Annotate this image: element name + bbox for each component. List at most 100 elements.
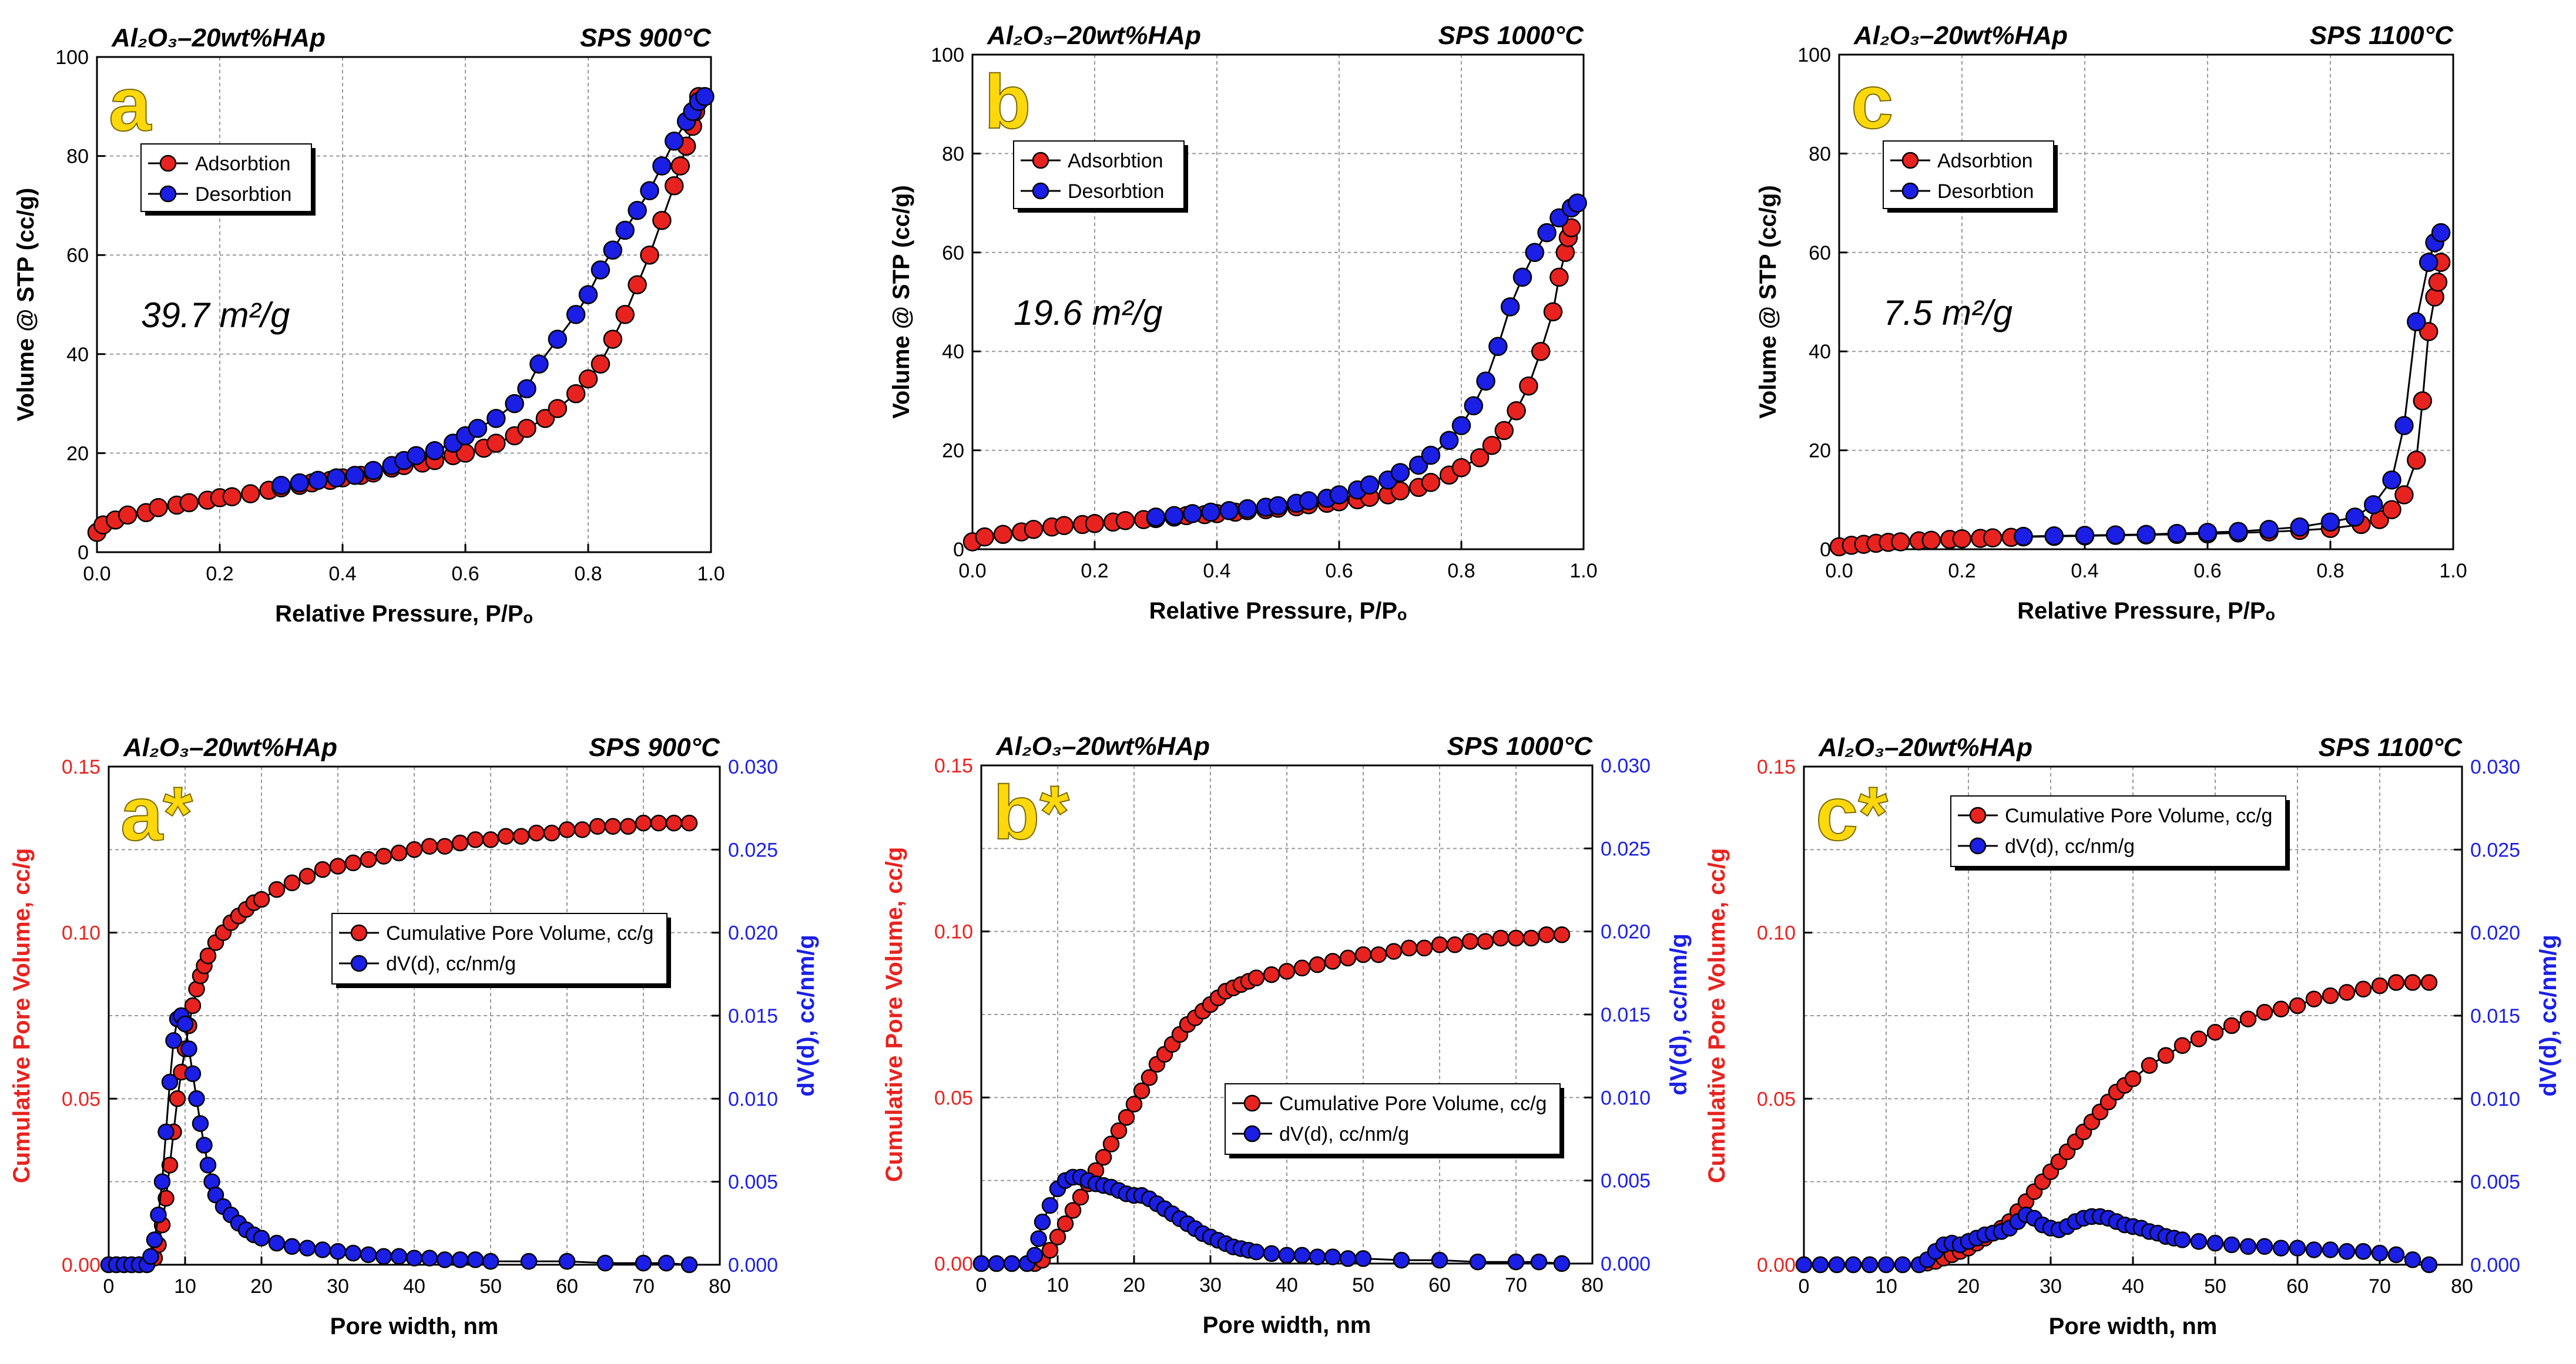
- x-tick-label: 70: [1505, 1274, 1527, 1296]
- y-tick-label: 0.10: [62, 922, 100, 945]
- data-point: [2345, 508, 2365, 527]
- panel-letter: a*: [120, 771, 193, 856]
- data-point: [1324, 953, 1341, 970]
- data-point: [543, 824, 561, 842]
- data-point: [1952, 529, 1972, 549]
- y-tick-label: 60: [942, 242, 964, 264]
- data-point: [1024, 520, 1044, 539]
- data-point: [405, 1249, 423, 1266]
- data-point: [184, 997, 202, 1014]
- x-tick-label: 0: [103, 1275, 115, 1298]
- data-point: [1877, 1256, 1895, 1274]
- y2-tick-label: 0.020: [728, 922, 778, 945]
- y-tick-label: 40: [1809, 341, 1831, 363]
- data-point: [1464, 396, 1484, 416]
- y2-tick-label: 0.030: [2470, 756, 2520, 778]
- y-tick-label: 0.15: [62, 756, 100, 778]
- data-point: [298, 868, 316, 885]
- data-point: [1146, 508, 1166, 527]
- data-point: [451, 834, 469, 852]
- y-axis-title: Volume @ STP (cc/g): [1755, 185, 1781, 419]
- data-point: [407, 446, 426, 465]
- legend-entry: Desorbtion: [195, 183, 291, 206]
- data-point: [1072, 1188, 1089, 1206]
- data-point: [1339, 1250, 1357, 1267]
- data-point: [1421, 473, 1441, 492]
- data-point: [573, 821, 591, 838]
- data-point: [268, 881, 286, 898]
- x-axis-title: Pore width, nm: [330, 1313, 499, 1339]
- y-tick-label: 0.05: [934, 1087, 973, 1109]
- sample-label: Al₂O₃–20wt%HAp: [995, 732, 1210, 761]
- data-point: [2174, 1037, 2191, 1054]
- data-point: [149, 498, 168, 518]
- y-axis-title: Volume @ STP (cc/g): [888, 185, 914, 419]
- y-tick-label: 20: [942, 440, 964, 462]
- panel-letter: c: [1851, 59, 1893, 145]
- data-point: [1041, 1242, 1059, 1259]
- x-tick-label: 0.4: [2071, 560, 2098, 582]
- data-point: [2420, 974, 2438, 991]
- data-point: [146, 1231, 163, 1248]
- y-tick-label: 0: [78, 542, 89, 564]
- x-tick-label: 30: [327, 1275, 349, 1298]
- data-point: [207, 1187, 224, 1204]
- data-point: [1492, 929, 1510, 947]
- data-point: [1507, 401, 1526, 421]
- legend-entry: Desorbtion: [1068, 180, 1164, 203]
- legend-entry: Cumulative Pore Volume, cc/g: [1279, 1093, 1547, 1115]
- x-tick-label: 0: [976, 1274, 987, 1296]
- data-point: [558, 1253, 576, 1270]
- panel-c: 0.0 0.2 0.4 0.6 0.8 1.0 0 20 40 60 80 100 Relative P…: [1755, 21, 2467, 624]
- data-point: [2305, 1241, 2323, 1258]
- panel-letter: a: [109, 61, 152, 147]
- data-point: [390, 844, 408, 862]
- x-tick-label: 40: [2122, 1275, 2144, 1298]
- data-point: [467, 1251, 484, 1268]
- data-point: [1118, 1109, 1135, 1126]
- data-point: [436, 1251, 454, 1268]
- sample-label: Al₂O₃–20wt%HAp: [123, 733, 337, 762]
- data-point: [2256, 1238, 2273, 1255]
- data-point: [1482, 435, 1502, 455]
- data-point: [628, 201, 647, 220]
- data-point: [468, 419, 488, 438]
- data-point: [390, 1248, 408, 1265]
- data-point: [2394, 416, 2414, 435]
- data-point: [650, 814, 668, 832]
- x-tick-label: 20: [1123, 1274, 1145, 1296]
- data-point: [1133, 1082, 1151, 1100]
- data-point: [2223, 1236, 2240, 1254]
- y2-tick-label: 0.030: [728, 756, 778, 778]
- legend-marker: [1243, 1094, 1261, 1112]
- data-point: [329, 1243, 347, 1260]
- data-point: [487, 409, 506, 428]
- legend-marker: [1901, 152, 1919, 169]
- y2-tick-label: 0.010: [2470, 1088, 2520, 1110]
- surface-area-annotation: 39.7 m²/g: [141, 295, 290, 335]
- data-point: [142, 1248, 159, 1265]
- legend: Adsorbtion Desorbtion: [140, 143, 316, 216]
- sample-label: Al₂O₃–20wt%HAp: [987, 21, 1201, 50]
- data-point: [1507, 929, 1525, 947]
- data-point: [199, 947, 217, 965]
- data-point: [1293, 959, 1311, 977]
- data-point: [1056, 1215, 1074, 1232]
- data-point: [578, 369, 598, 389]
- y2-tick-label: 0.025: [728, 839, 778, 861]
- data-point: [665, 132, 684, 151]
- data-point: [268, 1235, 286, 1252]
- legend-marker: [1969, 837, 1987, 855]
- data-point: [421, 1249, 438, 1266]
- data-point: [283, 1238, 301, 1255]
- legend-marker: [1032, 182, 1049, 200]
- data-point: [360, 851, 377, 868]
- data-point: [2419, 253, 2439, 272]
- y2-axis-title: dV(d), cc/nm/g: [793, 935, 819, 1097]
- sintering-label: SPS 1000°C: [1447, 732, 1593, 761]
- data-point: [1370, 946, 1387, 963]
- data-point: [1219, 501, 1239, 520]
- x-axis-title: Pore width, nm: [1203, 1312, 1371, 1338]
- x-tick-label: 1.0: [697, 563, 724, 585]
- data-point: [329, 858, 347, 875]
